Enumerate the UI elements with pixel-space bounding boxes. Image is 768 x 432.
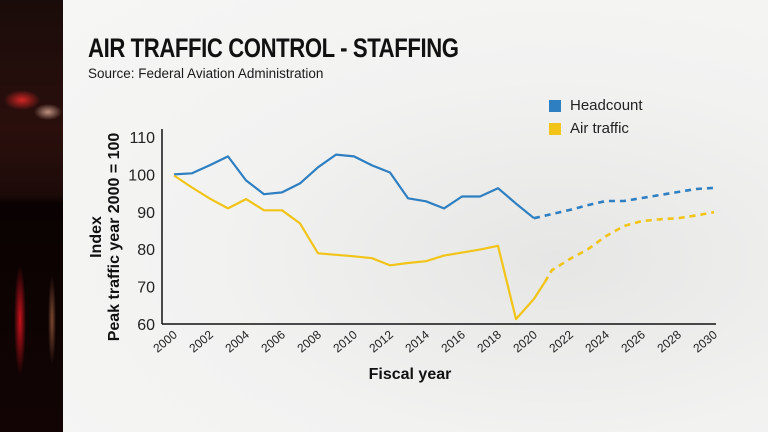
y-axis-label-line2: Peak traffic year 2000 = 100	[106, 133, 123, 342]
y-tick-label: 100	[128, 167, 155, 184]
x-tick-label: 2008	[294, 327, 324, 355]
series-headcount-projected	[533, 186, 715, 220]
x-tick-label: 2002	[186, 327, 216, 355]
legend-item-headcount: Headcount	[549, 94, 643, 117]
x-tick-label: 2024	[582, 327, 612, 355]
legend-item-air-traffic: Air traffic	[549, 117, 643, 140]
x-tick-labels: 2000 2002 2004 2006 2008 2010 2012 2014 2016 2018…	[150, 327, 720, 355]
y-tick-labels: 60 70 80 90 100 110	[128, 130, 155, 334]
y-tick-label: 90	[137, 205, 155, 222]
x-tick-label: 2016	[438, 327, 468, 355]
y-axis-label-line1: Index	[88, 216, 105, 258]
x-tick-label: 2026	[618, 327, 648, 355]
y-tick-label: 80	[137, 242, 155, 259]
x-tick-label: 2010	[330, 327, 360, 355]
y-tick-label: 60	[137, 317, 155, 334]
y-tick-label: 70	[137, 280, 155, 297]
background-photo-strip	[0, 0, 63, 432]
legend: Headcount Air traffic	[549, 94, 643, 140]
legend-swatch-air-traffic	[549, 122, 561, 135]
axes	[161, 129, 716, 325]
x-tick-label: 2022	[546, 327, 576, 355]
chart-panel	[63, 0, 768, 432]
x-tick-label: 2006	[258, 327, 288, 355]
x-tick-label: 2018	[474, 327, 504, 355]
x-tick-label: 2028	[654, 327, 684, 355]
series-air-traffic-projected	[543, 210, 715, 283]
x-tick-label: 2014	[402, 327, 432, 355]
legend-label-headcount: Headcount	[570, 97, 643, 114]
chart-title: AIR TRAFFIC CONTROL - STAFFING	[88, 33, 459, 63]
legend-label-air-traffic: Air traffic	[570, 120, 629, 137]
chart-source: Source: Federal Aviation Administration	[88, 66, 324, 81]
x-tick-label: 2020	[510, 327, 540, 355]
series-headcount-actual	[173, 153, 535, 220]
legend-swatch-headcount	[549, 99, 561, 112]
x-tick-label: 2012	[366, 327, 396, 355]
x-tick-label: 2030	[690, 327, 720, 355]
x-tick-label: 2004	[222, 327, 252, 355]
y-tick-label: 110	[129, 130, 155, 147]
series-lines	[173, 153, 715, 321]
x-axis-label: Fiscal year	[369, 366, 452, 383]
series-air-traffic-actual	[173, 174, 546, 321]
